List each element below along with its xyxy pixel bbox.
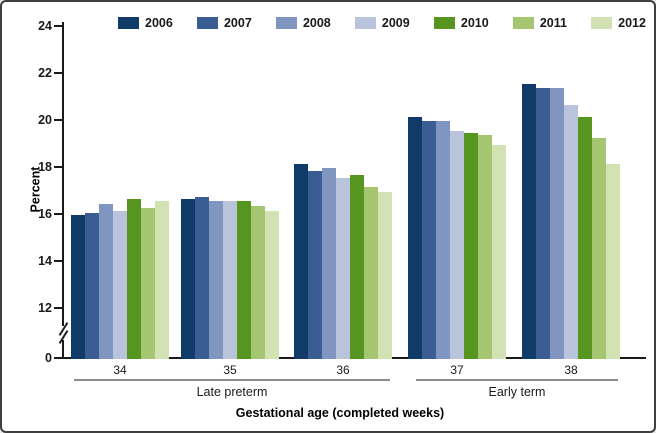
bar-2008-week36 — [322, 168, 336, 359]
y-tick-mark — [54, 25, 63, 27]
axis-break-gap — [57, 326, 69, 340]
bar-2012-week34 — [155, 201, 169, 359]
bar-2010-week34 — [127, 199, 141, 359]
bar-2010-week36 — [350, 175, 364, 359]
bar-2007-week37 — [422, 121, 436, 359]
y-tick-mark — [54, 213, 63, 215]
bar-2006-week36 — [294, 164, 308, 359]
group-underline-early-term — [416, 379, 618, 381]
legend-swatch-icon — [512, 17, 534, 29]
bar-2010-week35 — [237, 201, 251, 359]
y-tick-mark — [54, 357, 63, 359]
legend: 2006 2007 2008 2009 2010 2011 2012 — [118, 15, 646, 31]
bar-2012-week38 — [606, 164, 620, 359]
legend-swatch-icon — [118, 17, 139, 29]
y-tick-label: 0 — [45, 351, 52, 365]
bar-2011-week37 — [478, 135, 492, 359]
y-tick-label: 14 — [38, 254, 52, 268]
y-tick-mark — [54, 166, 63, 168]
bar-2011-week34 — [141, 208, 155, 359]
category-label: 37 — [450, 363, 464, 377]
y-tick-label: 18 — [38, 160, 52, 174]
bar-2009-week35 — [223, 201, 237, 359]
legend-item-2012: 2012 — [591, 16, 646, 30]
bar-2007-week36 — [308, 171, 322, 359]
bar-2012-week35 — [265, 211, 279, 359]
y-tick-label: 16 — [38, 207, 52, 221]
legend-label: 2011 — [539, 16, 567, 30]
bar-2012-week36 — [378, 192, 392, 359]
y-tick-mark — [54, 72, 63, 74]
y-tick-label: 24 — [38, 19, 52, 33]
bar-2006-week37 — [408, 117, 422, 359]
bar-2008-week37 — [436, 121, 450, 359]
category-label: 34 — [113, 363, 127, 377]
y-tick-label: 12 — [38, 301, 52, 315]
bar-2006-week38 — [522, 84, 536, 359]
y-tick-mark — [54, 307, 63, 309]
bar-2011-week36 — [364, 187, 378, 359]
legend-swatch-icon — [354, 17, 376, 29]
legend-item-2011: 2011 — [512, 16, 567, 30]
bar-2007-week34 — [85, 213, 99, 359]
y-axis-line — [62, 22, 64, 359]
legend-label: 2007 — [223, 16, 252, 30]
bar-2008-week35 — [209, 201, 223, 359]
legend-label: 2010 — [460, 16, 489, 30]
legend-label: 2009 — [381, 16, 410, 30]
legend-swatch-icon — [433, 17, 455, 29]
legend-swatch-icon — [196, 17, 218, 29]
y-tick-label: 22 — [38, 66, 52, 80]
legend-swatch-icon — [275, 17, 297, 29]
y-axis-title: Percent — [28, 166, 43, 213]
category-label: 36 — [336, 363, 350, 377]
category-label: 38 — [564, 363, 578, 377]
legend-item-2006: 2006 — [118, 16, 173, 30]
legend-item-2007: 2007 — [196, 16, 252, 30]
bar-2009-week34 — [113, 211, 127, 359]
legend-item-2009: 2009 — [354, 16, 410, 30]
group-underline-late-preterm — [74, 379, 390, 381]
legend-item-2010: 2010 — [433, 16, 489, 30]
bar-2010-week38 — [578, 117, 592, 359]
bar-2009-week38 — [564, 105, 578, 359]
category-label: 35 — [223, 363, 237, 377]
bar-2011-week35 — [251, 206, 265, 359]
bar-2007-week38 — [536, 88, 550, 359]
bar-2007-week35 — [195, 197, 209, 359]
y-tick-label: 20 — [38, 113, 52, 127]
bar-2009-week36 — [336, 178, 350, 359]
bar-2010-week37 — [464, 133, 478, 359]
legend-swatch-icon — [591, 17, 613, 29]
y-tick-mark — [54, 260, 63, 262]
legend-label: 2012 — [618, 16, 646, 30]
group-label-late-preterm: Late preterm — [196, 385, 268, 399]
bar-2011-week38 — [592, 138, 606, 359]
legend-label: 2008 — [302, 16, 331, 30]
legend-label: 2006 — [145, 16, 173, 30]
group-label-early-term: Early term — [488, 385, 546, 399]
bar-2008-week38 — [550, 88, 564, 359]
legend-item-2008: 2008 — [275, 16, 331, 30]
bar-2006-week35 — [181, 199, 195, 359]
bar-2012-week37 — [492, 145, 506, 359]
bar-2008-week34 — [99, 204, 113, 359]
y-tick-mark — [54, 119, 63, 121]
bar-2006-week34 — [71, 215, 85, 359]
bar-2009-week37 — [450, 131, 464, 359]
x-axis-title: Gestational age (completed weeks) — [235, 406, 445, 420]
